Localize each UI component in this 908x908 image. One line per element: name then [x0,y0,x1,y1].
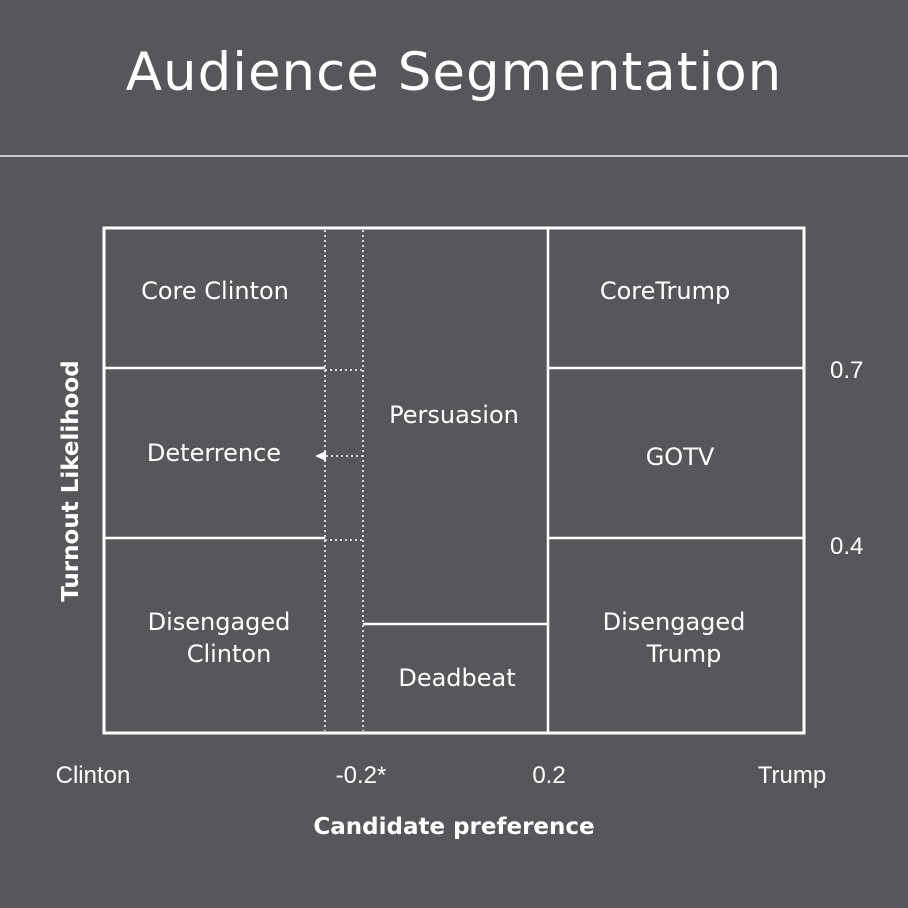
y-tick-label: 0.7 [830,357,863,384]
diagram-frame [102,226,806,735]
y-axis-title: Turnout Likelihood [58,360,84,601]
deterrence-arrowhead [315,451,326,461]
segment-disengaged-clinton-line1: Disengaged [148,608,291,636]
segment-deterrence: Deterrence [147,439,281,467]
segment-persuasion: Persuasion [389,401,519,429]
y-tick-label: 0.4 [830,533,863,560]
x-tick-label: 0.2 [532,762,565,789]
segment-disengaged-trump-line2: Trump [646,640,722,668]
slide-title: Audience Segmentation [125,42,783,103]
x-tick-label: -0.2* [336,762,387,789]
segment-core-trump: CoreTrump [600,277,730,305]
x-axis-title: Candidate preference [313,814,594,840]
segment-deadbeat: Deadbeat [398,664,515,692]
x-tick-label: Trump [758,762,826,789]
segment-disengaged-trump-line1: Disengaged [603,608,746,636]
x-tick-label: Clinton [56,762,131,789]
title-divider [0,155,908,157]
segment-gotv: GOTV [646,443,715,471]
segment-core-clinton: Core Clinton [141,277,289,305]
segment-disengaged-clinton-line2: Clinton [187,640,272,668]
